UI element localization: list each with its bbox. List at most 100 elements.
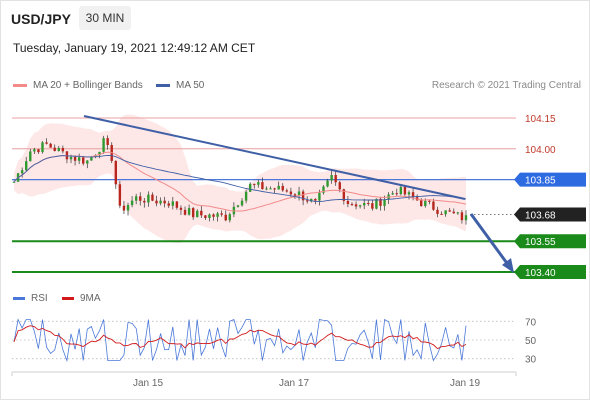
candle [297,186,301,201]
candle [334,170,337,186]
candle [403,186,407,197]
candle [118,180,122,209]
rsi-ma-line [13,325,467,350]
candle-body [155,200,158,204]
candle-body [33,149,36,152]
candle-body [395,193,398,195]
candle-body [301,191,305,201]
trendlines [83,115,514,273]
candle-body [139,196,142,201]
candle-body [403,186,407,195]
candle-body [281,185,284,191]
candle [134,193,138,205]
downtrend-line [83,115,466,200]
candle [240,198,244,207]
candle-body [73,157,77,161]
candle-body [216,213,219,217]
candle-body [65,151,69,160]
x-tick-label: Jan 17 [279,378,309,389]
candle [49,142,52,148]
candle [143,198,146,208]
rsi-swatch [13,296,25,300]
ma9-label: 9MA [80,293,101,304]
candle-body [424,200,427,207]
candle [236,204,240,208]
candle-body [196,210,199,218]
candle [171,196,175,210]
candle [139,192,142,206]
candle [183,206,187,216]
candle-body [277,185,280,190]
level-label-103.85: 103.85 [525,176,556,187]
candle-body [293,194,297,196]
candle [53,144,56,152]
price-level-labels: 104.15 104.00 103.85 103.68 103.55 103.40 [514,114,586,279]
candle-body [57,147,60,152]
ma50-line [13,154,467,203]
candle-body [253,183,256,185]
candle-body [236,205,240,207]
level-tag-bg [514,265,586,279]
candle-body [114,160,118,185]
candle-body [261,182,264,190]
candle [179,205,183,215]
candle [261,177,264,190]
time-axis: Jan 15 Jan 17 Jan 19 [11,371,517,389]
candle-body [183,209,187,215]
projection-arrow-shaft [469,213,511,267]
candle-body [49,143,52,148]
candle-body [212,214,215,217]
candle [464,210,468,225]
candle-body [371,203,374,209]
candle-body [358,205,362,207]
candle-body [334,175,337,183]
research-credit: Research © 2021 Trading Central [431,80,581,91]
ma50-label: MA 50 [176,80,205,91]
candle-body [379,198,382,206]
level-label-103.55: 103.55 [525,237,556,248]
candle-body [411,192,415,198]
candle-body [37,149,40,153]
candle-body [220,213,223,215]
ma50-swatch [156,83,170,87]
candle [147,191,150,207]
candle [322,185,325,195]
symbol-title: USD/JPY [11,11,71,27]
candle-body [147,194,150,203]
candle-body [322,186,325,193]
candle [20,167,24,178]
candle-body [407,192,411,195]
candle-body [318,192,321,201]
candle-body [362,203,366,206]
legend-9ma: 9MA [62,293,101,304]
candle [367,200,370,206]
candle [253,183,256,189]
candle [301,189,305,206]
candle-body [367,203,370,205]
projection-arrow-head [502,258,514,273]
candle-body [143,200,146,203]
candle [371,200,374,211]
candle [187,204,191,216]
candle [151,192,154,202]
candle-body [338,182,341,190]
candle-body [122,205,126,211]
candle [293,193,297,199]
candle [82,155,85,166]
candle [395,188,398,196]
candle [102,135,105,154]
candle [114,160,118,189]
ma20-swatch [13,83,27,87]
candle [175,201,179,210]
candle [330,170,333,184]
candle [45,138,48,145]
level-label-104.00: 104.00 [525,145,556,156]
timeframe-button[interactable]: 30 MIN [79,6,131,30]
candle [281,183,284,192]
candle-body [432,201,435,210]
candle-body [200,210,203,216]
candle-body [297,191,301,196]
candle-body [191,208,195,218]
candle-body [240,200,244,206]
